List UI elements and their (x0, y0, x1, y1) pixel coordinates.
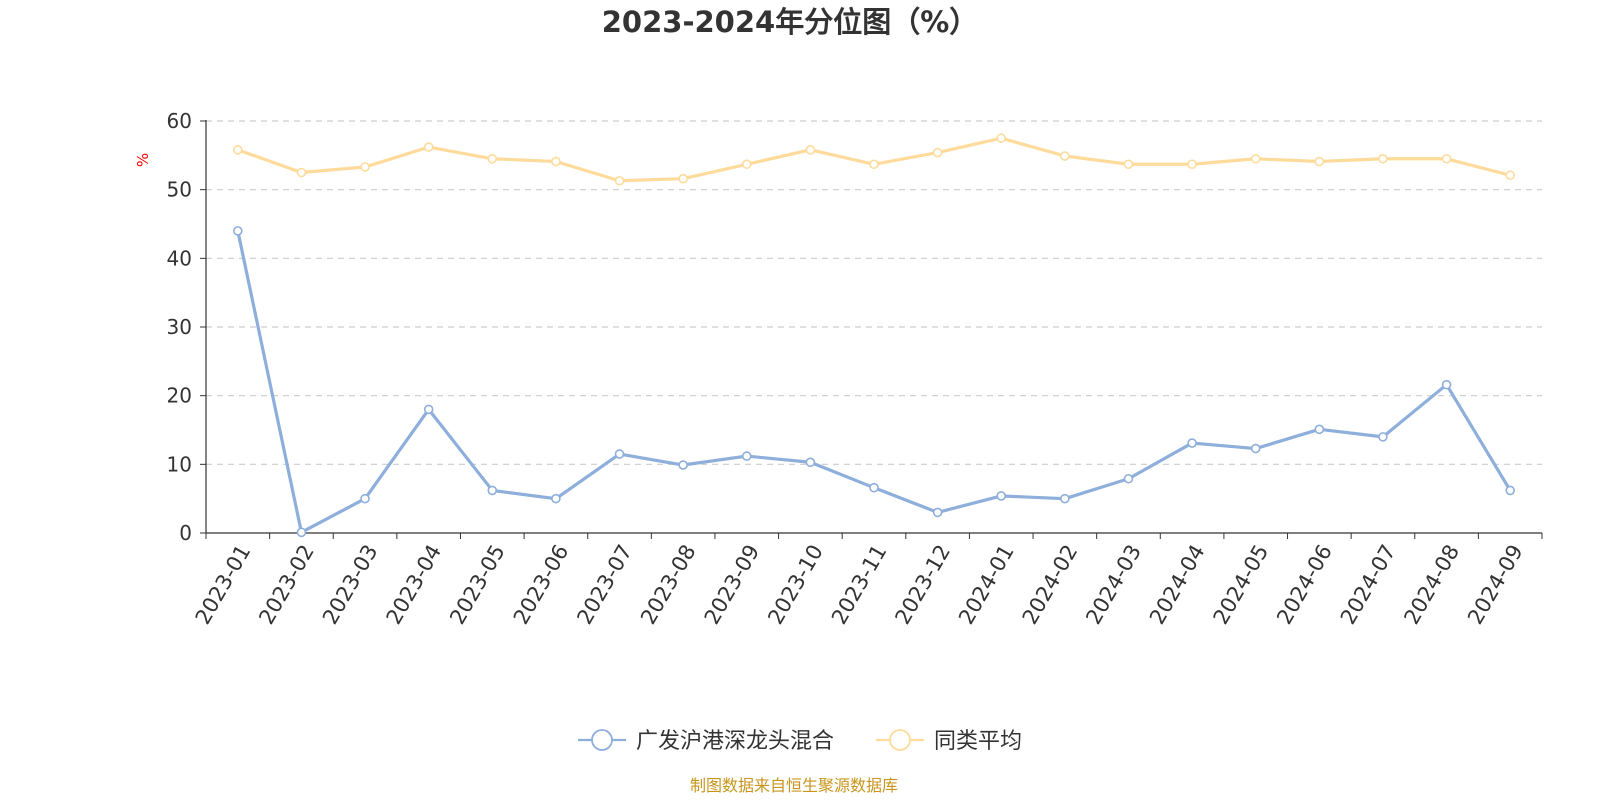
data-point[interactable] (1505, 170, 1515, 181)
data-point[interactable] (1250, 443, 1261, 454)
data-point[interactable] (1187, 159, 1197, 170)
x-tick-label: 2023-10 (763, 541, 828, 629)
data-point[interactable] (614, 175, 625, 186)
data-point[interactable] (1250, 153, 1261, 164)
data-point[interactable] (996, 491, 1007, 501)
x-tick-label: 2024-07 (1336, 541, 1401, 629)
x-tick-label: 2023-06 (509, 541, 574, 629)
data-point[interactable] (360, 162, 370, 172)
x-tick-label: 2023-09 (700, 541, 765, 629)
legend-item-0[interactable]: 广发沪港深龙头混合 (578, 729, 834, 754)
data-point[interactable] (1060, 151, 1070, 161)
x-tick-label: 2024-01 (954, 540, 1019, 628)
x-tick-label: 2023-07 (572, 541, 637, 629)
grid-lines (206, 120, 1542, 465)
legend-label: 同类平均 (934, 729, 1022, 754)
legend: 广发沪港深龙头混合 同类平均 (578, 729, 1022, 754)
data-point[interactable] (678, 460, 688, 470)
data-point[interactable] (1187, 438, 1197, 448)
data-point[interactable] (1314, 156, 1325, 167)
data-point[interactable] (487, 485, 498, 496)
data-point[interactable] (360, 493, 370, 504)
x-tick-label: 2024-08 (1399, 541, 1464, 629)
data-point[interactable] (423, 142, 434, 152)
data-point[interactable] (614, 449, 625, 459)
data-point[interactable] (869, 159, 879, 170)
y-tick-label: 20 (167, 384, 192, 408)
y-axis: 0 10 20 30 40 50 60 (167, 109, 207, 545)
data-point[interactable] (932, 507, 943, 518)
legend-marker (591, 729, 613, 751)
data-point[interactable] (805, 457, 816, 468)
data-point[interactable] (296, 167, 307, 178)
series-1 (233, 133, 1515, 186)
data-point[interactable] (869, 482, 879, 493)
data-point[interactable] (1060, 493, 1070, 504)
x-tick-label: 2023-01 (191, 541, 256, 629)
data-point[interactable] (805, 145, 816, 155)
x-tick-label: 2024-06 (1272, 541, 1337, 629)
y-tick-label: 30 (167, 315, 192, 339)
data-point[interactable] (741, 159, 752, 170)
data-point[interactable] (1441, 153, 1452, 164)
x-tick-label: 2023-08 (636, 541, 701, 629)
data-point[interactable] (423, 404, 434, 415)
x-tick-label: 2023-12 (890, 541, 955, 629)
data-point[interactable] (1378, 153, 1388, 164)
data-point[interactable] (678, 173, 688, 184)
data-point[interactable] (296, 527, 307, 538)
data-point[interactable] (1123, 159, 1134, 170)
data-point[interactable] (551, 156, 561, 167)
legend-marker (889, 729, 911, 751)
x-tick-label: 2024-09 (1463, 541, 1528, 629)
data-point[interactable] (1378, 432, 1388, 442)
x-tick-label: 2024-02 (1018, 541, 1083, 629)
data-point[interactable] (551, 493, 561, 504)
data-point[interactable] (1123, 473, 1134, 484)
x-tick-label: 2024-05 (1209, 541, 1274, 629)
data-point[interactable] (1314, 424, 1325, 435)
y-tick-label: 10 (167, 452, 192, 476)
x-tick-label: 2024-03 (1081, 541, 1146, 629)
x-tick-label: 2023-03 (318, 541, 383, 629)
y-tick-label: 60 (167, 109, 192, 133)
x-tick-label: 2024-04 (1145, 541, 1210, 629)
data-point[interactable] (741, 451, 752, 461)
series-0 (233, 226, 1515, 538)
x-tick-label: 2023-11 (827, 541, 892, 629)
x-tick-label: 2023-02 (254, 541, 319, 629)
data-point[interactable] (1441, 379, 1452, 390)
data-point[interactable] (233, 145, 243, 155)
x-tick-label: 2023-05 (445, 541, 510, 629)
y-tick-label: 40 (167, 246, 192, 270)
chart-title: 2023-2024年分位图（%） (602, 5, 979, 39)
x-axis: 2023-012023-022023-032023-042023-052023-… (191, 532, 1543, 629)
data-point[interactable] (487, 153, 498, 164)
legend-item-1[interactable]: 同类平均 (876, 729, 1022, 754)
data-point[interactable] (932, 147, 943, 158)
data-point[interactable] (1505, 485, 1515, 496)
y-tick-label: 0 (179, 521, 192, 545)
y-axis-label: % (134, 153, 152, 167)
x-tick-label: 2023-04 (382, 541, 447, 629)
series-group (233, 133, 1515, 538)
data-point[interactable] (996, 133, 1007, 143)
data-point[interactable] (233, 226, 243, 236)
source-note: 制图数据来自恒生聚源数据库 (690, 776, 898, 795)
legend-label: 广发沪港深龙头混合 (636, 729, 834, 754)
y-tick-label: 50 (167, 178, 192, 202)
